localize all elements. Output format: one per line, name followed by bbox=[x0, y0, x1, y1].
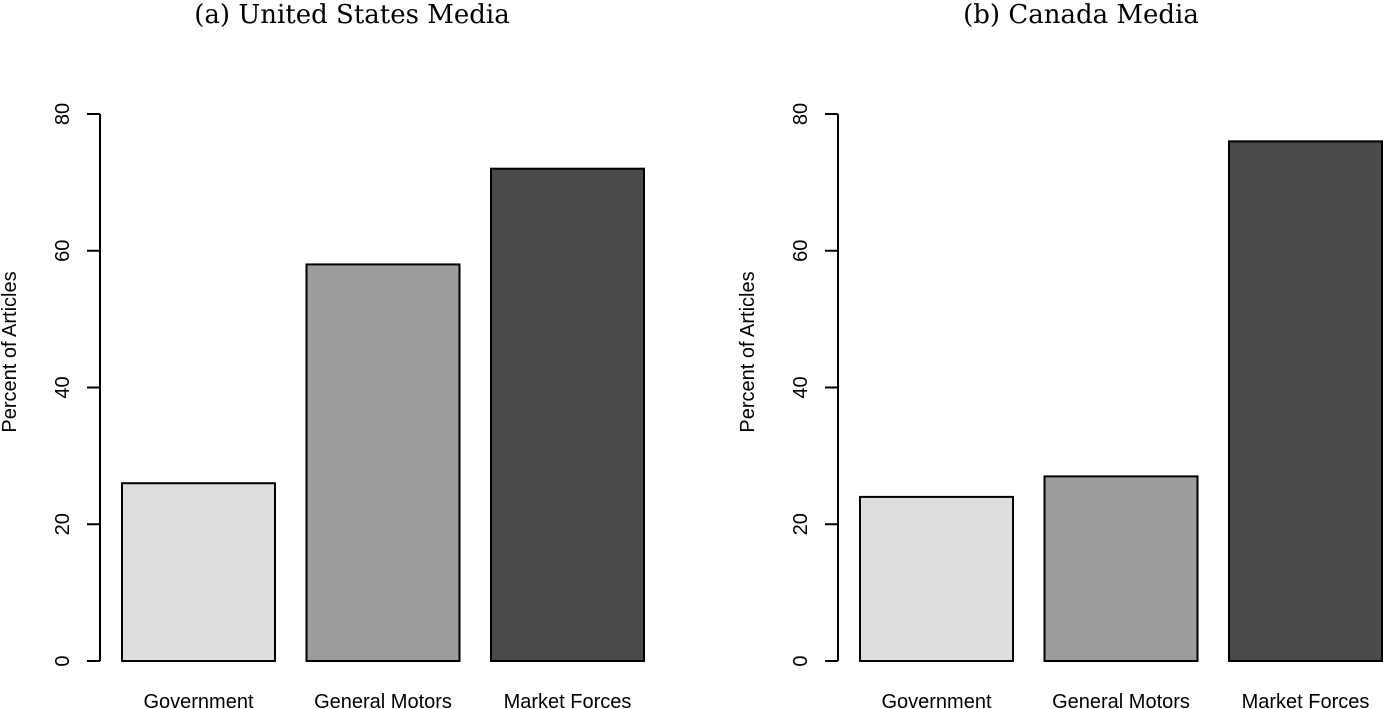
bars bbox=[121, 167, 645, 662]
y-axis: 0 20 40 60 80 bbox=[790, 103, 839, 667]
y-tick-label: 40 bbox=[790, 376, 812, 398]
y-tick-label: 60 bbox=[790, 240, 812, 262]
x-tick-label: General Motors bbox=[314, 691, 452, 709]
panel-united-states: (a) United States Media Percent of Artic… bbox=[0, 0, 645, 709]
y-axis-label: Percent of Articles bbox=[0, 271, 21, 432]
x-tick-labels: Government General Motors Market Forces bbox=[881, 691, 1369, 709]
bar-market-forces bbox=[1228, 140, 1383, 663]
x-tick-label: Government bbox=[143, 691, 253, 709]
y-tick-label: 0 bbox=[790, 655, 812, 666]
bar-government bbox=[121, 482, 276, 662]
y-axis-label: Percent of Articles bbox=[737, 271, 759, 432]
chart-title: (b) Canada Media bbox=[963, 0, 1199, 30]
y-tick-label: 20 bbox=[790, 513, 812, 535]
x-tick-labels: Government General Motors Market Forces bbox=[143, 691, 631, 709]
y-tick-label: 40 bbox=[52, 376, 74, 398]
y-tick-label: 60 bbox=[52, 240, 74, 262]
bar-government bbox=[859, 495, 1014, 662]
bar-general-motors bbox=[1043, 475, 1199, 663]
chart-title: (a) United States Media bbox=[194, 0, 509, 30]
y-axis: 0 20 40 60 80 bbox=[52, 103, 101, 667]
y-tick-label: 80 bbox=[790, 103, 812, 125]
bar-market-forces bbox=[490, 167, 645, 662]
x-tick-label: General Motors bbox=[1052, 691, 1190, 709]
panel-canada: (b) Canada Media Percent of Articles 0 20… bbox=[737, 0, 1383, 709]
bar-general-motors bbox=[305, 263, 461, 662]
x-tick-label: Government bbox=[881, 691, 991, 709]
y-tick-label: 80 bbox=[52, 103, 74, 125]
x-tick-label: Market Forces bbox=[504, 691, 632, 709]
x-tick-label: Market Forces bbox=[1242, 691, 1370, 709]
y-tick-label: 0 bbox=[52, 655, 74, 666]
y-tick-label: 20 bbox=[52, 513, 74, 535]
bars bbox=[859, 140, 1383, 663]
